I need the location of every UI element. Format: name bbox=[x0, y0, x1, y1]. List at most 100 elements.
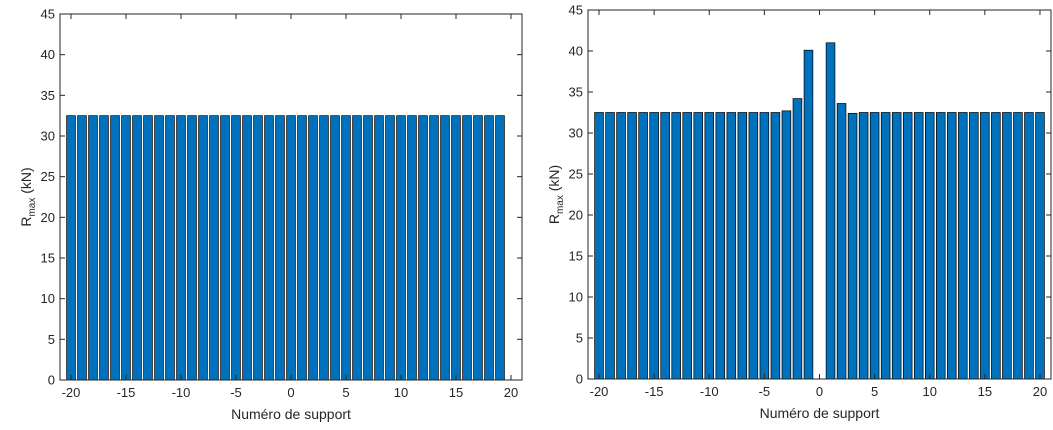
y-tick-label: 20 bbox=[41, 210, 55, 225]
bar bbox=[947, 112, 957, 380]
bar bbox=[242, 115, 252, 381]
bar bbox=[352, 115, 362, 381]
bar bbox=[473, 115, 483, 381]
x-tick-label: -15 bbox=[117, 385, 136, 400]
x-tick-label: -5 bbox=[230, 385, 242, 400]
bar bbox=[869, 112, 880, 380]
bar bbox=[638, 112, 648, 380]
bar bbox=[176, 115, 186, 381]
bar bbox=[902, 112, 913, 380]
y-axis-label-main: R bbox=[18, 217, 34, 227]
bar bbox=[781, 110, 792, 380]
y-axis-label: Rmax (kN) bbox=[546, 165, 566, 224]
x-tick-label: -10 bbox=[172, 385, 191, 400]
bar bbox=[924, 112, 935, 380]
y-axis-label-unit: (kN) bbox=[18, 167, 34, 197]
bar bbox=[418, 115, 428, 381]
bar bbox=[891, 112, 902, 380]
bar bbox=[308, 115, 318, 381]
y-tick-label: 10 bbox=[569, 290, 583, 305]
y-axis-label-main: R bbox=[546, 214, 562, 224]
bar bbox=[451, 115, 461, 381]
y-tick-label: 15 bbox=[41, 251, 55, 266]
x-tick-label: 5 bbox=[871, 384, 878, 399]
bar bbox=[616, 112, 626, 380]
bar bbox=[374, 115, 384, 381]
bar bbox=[935, 112, 946, 380]
chart-panel-2: -20 -15 -10 -5 0 5 10 15 20 0 5 10 15 20 25 30 35 40 45 Num… bbox=[546, 3, 1052, 421]
bar bbox=[1013, 112, 1023, 380]
bar bbox=[836, 103, 847, 380]
bar bbox=[759, 112, 770, 380]
bar bbox=[649, 112, 659, 380]
bar bbox=[1002, 112, 1012, 380]
bar bbox=[969, 112, 979, 380]
bar bbox=[715, 112, 726, 380]
bar bbox=[429, 115, 439, 381]
x-tick-label: -15 bbox=[645, 384, 664, 399]
bar bbox=[671, 112, 681, 380]
bar bbox=[297, 115, 307, 381]
bar bbox=[958, 112, 968, 380]
bar bbox=[726, 112, 737, 380]
x-tick-label: -20 bbox=[62, 385, 81, 400]
bar bbox=[341, 115, 351, 381]
chart-panel-1: -20 -15 -10 -5 0 5 10 15 20 0 5 10 15 20 25 30 35 40 45 Num… bbox=[18, 7, 523, 422]
bar bbox=[264, 115, 274, 381]
bar bbox=[220, 115, 230, 381]
bar bbox=[143, 115, 153, 381]
bar bbox=[110, 115, 120, 381]
bar bbox=[594, 112, 604, 380]
bar bbox=[462, 115, 472, 381]
bar bbox=[319, 115, 329, 381]
y-tick-label: 5 bbox=[576, 331, 583, 346]
bar bbox=[132, 115, 142, 381]
bar bbox=[99, 115, 109, 381]
y-tick-label: 40 bbox=[569, 44, 583, 59]
bar bbox=[991, 112, 1001, 380]
bar bbox=[286, 115, 296, 381]
bar bbox=[66, 115, 76, 381]
bar bbox=[880, 112, 891, 380]
y-tick-label: 10 bbox=[41, 291, 55, 306]
bar bbox=[737, 112, 748, 380]
y-tick-label: 25 bbox=[41, 169, 55, 184]
y-tick-label: 15 bbox=[569, 249, 583, 264]
bar bbox=[231, 115, 241, 381]
x-tick-label: -20 bbox=[590, 384, 609, 399]
x-tick-label: 15 bbox=[449, 385, 463, 400]
bar bbox=[407, 115, 417, 381]
y-tick-label: 0 bbox=[48, 373, 55, 388]
y-tick-label: 0 bbox=[576, 372, 583, 387]
bar bbox=[693, 112, 704, 380]
x-tick-label: 0 bbox=[816, 384, 823, 399]
y-tick-label: 45 bbox=[569, 3, 583, 18]
x-tick-label: 20 bbox=[504, 385, 518, 400]
bar bbox=[121, 115, 131, 381]
bar bbox=[803, 49, 814, 380]
y-axis-label-sub: max bbox=[27, 198, 38, 217]
bar bbox=[363, 115, 373, 381]
bar bbox=[825, 42, 836, 380]
y-axis-label-unit: (kN) bbox=[546, 165, 562, 195]
y-tick-label: 25 bbox=[569, 167, 583, 182]
x-tick-label: 0 bbox=[287, 385, 294, 400]
y-tick-label: 5 bbox=[48, 332, 55, 347]
bar bbox=[847, 112, 858, 380]
bar bbox=[385, 115, 395, 381]
bar bbox=[748, 112, 759, 380]
bar bbox=[770, 112, 781, 380]
x-tick-label: 5 bbox=[342, 385, 349, 400]
y-tick-label: 40 bbox=[41, 47, 55, 62]
bar bbox=[980, 112, 990, 380]
x-tick-label: 10 bbox=[923, 384, 937, 399]
x-tick-label: 20 bbox=[1033, 384, 1047, 399]
bar bbox=[913, 112, 924, 380]
bar bbox=[396, 115, 406, 381]
bar bbox=[330, 115, 340, 381]
bar bbox=[1035, 112, 1045, 380]
bar bbox=[792, 98, 803, 380]
y-tick-label: 20 bbox=[569, 208, 583, 223]
y-axis-label: Rmax (kN) bbox=[18, 167, 38, 226]
